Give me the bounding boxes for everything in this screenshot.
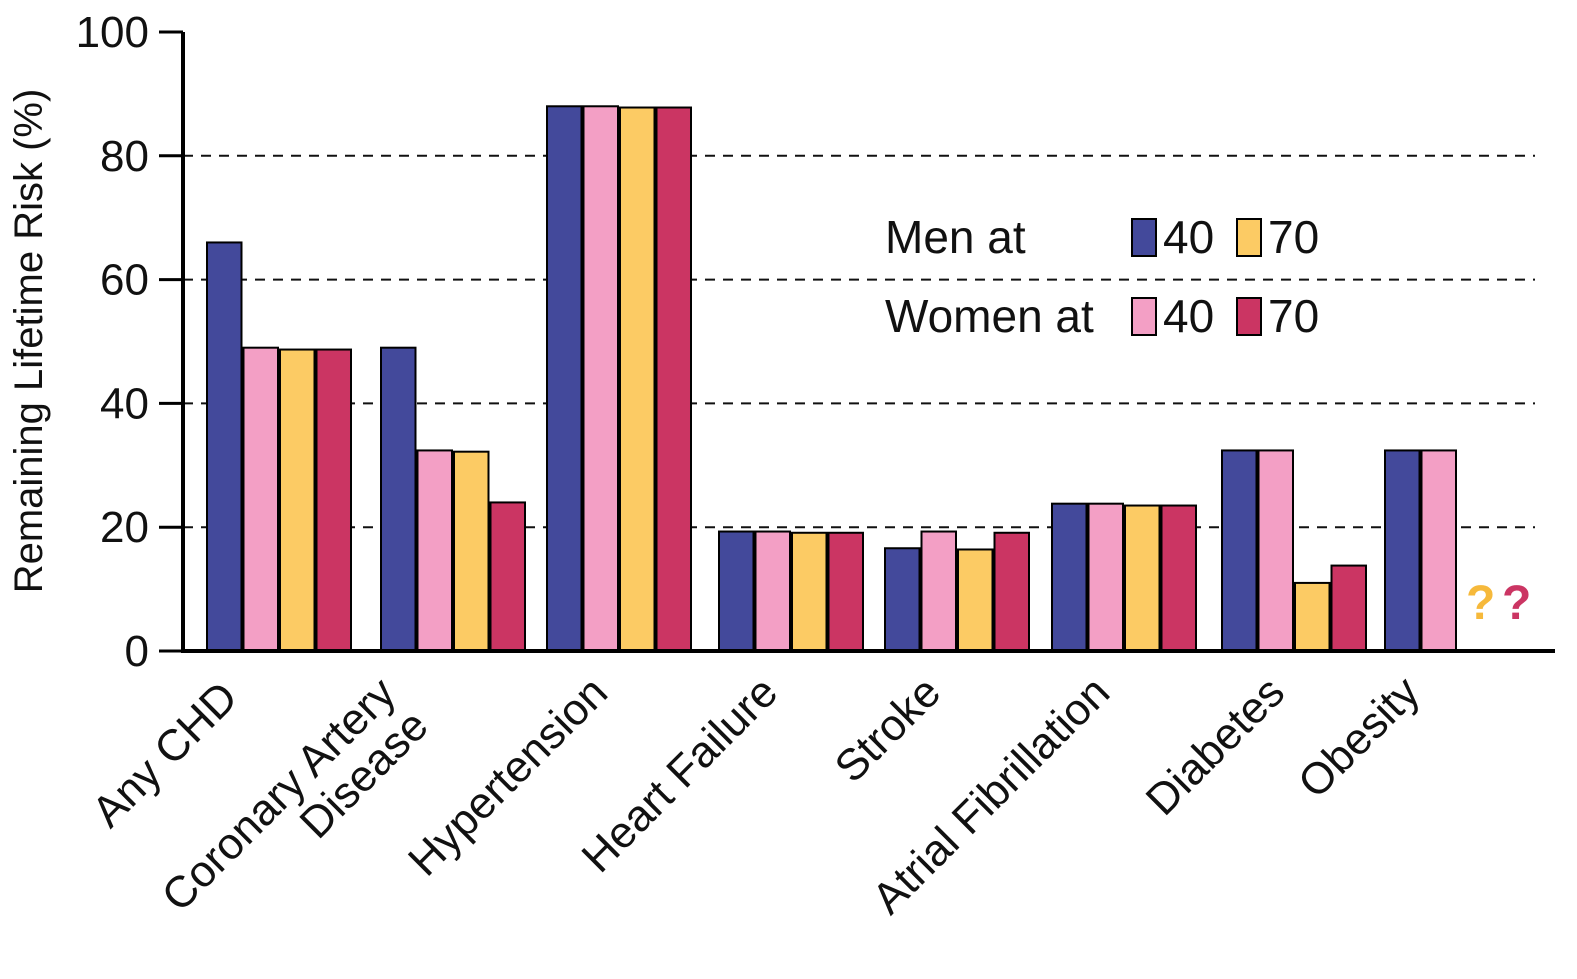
category-label-obesity: Obesity [1289,667,1429,807]
legend-swatch-women-at-70 [1236,297,1262,336]
bar-obesity-men-at-40 [1384,449,1421,652]
category-label-diabetes: Diabetes [1137,667,1294,824]
legend-label-men-at: Men at [885,211,1026,263]
category-label-any-chd: Any CHD [83,672,247,836]
bar-heart-failure-women-at-40 [754,530,791,653]
bar-stroke-women-at-70 [993,531,1030,652]
bar-hypertension-men-at-70 [619,106,656,652]
bar-diabetes-men-at-40 [1221,449,1258,652]
bar-stroke-men-at-40 [884,547,921,652]
annotations: ?? [1466,577,1531,630]
legend-swatch-women-at-40 [1131,297,1157,336]
bar-hypertension-women-at-40 [582,105,619,652]
y-tick-label-20: 20 [100,503,149,552]
legend-value-women-at-40: 40 [1163,290,1214,342]
y-ticks: 0 20 40 60 80 100 [76,8,183,676]
bar-atrial-fibrillation-men-at-70 [1124,504,1161,652]
y-tick-label-80: 80 [100,132,149,181]
question-mark-2: ? [1502,577,1531,630]
y-tick-label-0: 0 [125,627,149,676]
bar-stroke-women-at-40 [920,530,957,653]
bars [206,105,1457,653]
bar-atrial-fibrillation-men-at-40 [1051,502,1088,653]
bar-coronary-artery-disease-women-at-40 [416,449,453,652]
legend-label-women-at: Women at [885,290,1094,342]
bar-hypertension-men-at-40 [546,105,583,652]
bar-heart-failure-men-at-40 [718,530,755,653]
legend: Men at 40 70 Women at 40 70 [885,211,1319,342]
y-tick-label-100: 100 [76,8,149,57]
bar-any-chd-women-at-70 [315,348,352,652]
legend-swatch-men-at-70 [1236,218,1262,257]
bar-diabetes-men-at-70 [1294,581,1331,652]
legend-value-women-at-70: 70 [1268,290,1319,342]
legend-value-men-at-70: 70 [1268,211,1319,263]
bar-any-chd-men-at-70 [279,348,316,652]
bar-any-chd-women-at-40 [242,346,279,652]
bar-coronary-artery-disease-women-at-70 [489,501,526,652]
y-tick-label-60: 60 [100,256,149,305]
y-tick-label-40: 40 [100,379,149,428]
bar-any-chd-men-at-40 [206,241,243,653]
bar-hypertension-women-at-70 [655,106,692,652]
category-label-stroke: Stroke [825,667,950,792]
legend-value-men-at-40: 40 [1163,211,1214,263]
bar-heart-failure-men-at-70 [791,531,828,652]
bar-diabetes-women-at-70 [1330,564,1367,652]
bar-coronary-artery-disease-men-at-70 [453,450,490,652]
y-axis-title: Remaining Lifetime Risk (%) [7,89,51,594]
axes [181,32,1555,653]
bar-stroke-men-at-70 [957,548,994,653]
bar-diabetes-women-at-40 [1257,449,1294,652]
bar-coronary-artery-disease-men-at-40 [380,346,417,652]
question-mark-1: ? [1466,577,1495,630]
bar-atrial-fibrillation-women-at-70 [1160,504,1197,652]
bar-obesity-women-at-40 [1420,449,1457,652]
bar-atrial-fibrillation-women-at-40 [1087,502,1124,653]
legend-swatch-men-at-40 [1131,218,1157,257]
bar-heart-failure-women-at-70 [827,531,864,652]
